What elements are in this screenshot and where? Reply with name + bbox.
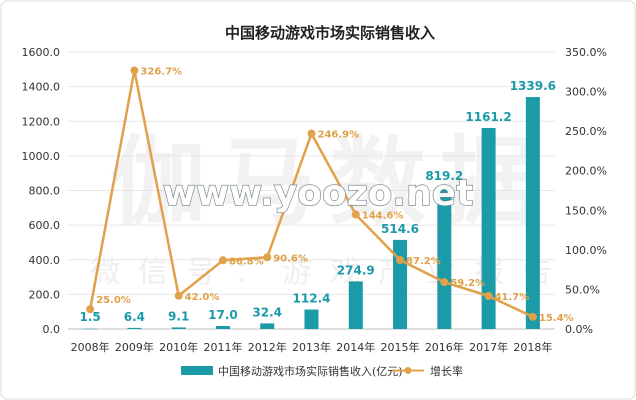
x-tick-label: 2013年 bbox=[292, 340, 331, 354]
left-tick-label: 1400.0 bbox=[22, 81, 61, 94]
legend-line-marker bbox=[404, 367, 412, 374]
left-tick-label: 0.0 bbox=[43, 323, 61, 336]
right-tick-label: 300.0% bbox=[565, 86, 607, 99]
growth-value-label: 15.4% bbox=[539, 313, 574, 324]
growth-value-label: 86.8% bbox=[229, 256, 264, 267]
right-tick-label: 50.0% bbox=[565, 283, 600, 296]
right-tick-label: 0.0% bbox=[565, 323, 593, 336]
x-tick-label: 2014年 bbox=[336, 340, 375, 354]
right-axis: 0.0% 50.0% 100.0% 150.0% 200.0% 250.0% 300.0% 3… bbox=[565, 46, 607, 336]
left-tick-label: 1000.0 bbox=[22, 150, 61, 163]
bar bbox=[215, 326, 230, 329]
bar-value-label: 1339.6 bbox=[510, 79, 556, 93]
left-tick-label: 600.0 bbox=[29, 219, 61, 232]
watermark-sub: 微信号：游戏产业报告 bbox=[90, 255, 570, 290]
growth-point bbox=[263, 253, 272, 262]
watermark-site: www.yoozo.net bbox=[163, 173, 474, 214]
bar bbox=[171, 327, 186, 329]
x-tick-label: 2017年 bbox=[469, 340, 508, 354]
bar-value-label: 819.2 bbox=[425, 169, 463, 183]
growth-value-label: 144.6% bbox=[362, 211, 404, 222]
right-tick-label: 150.0% bbox=[565, 204, 607, 217]
x-tick-label: 2008年 bbox=[71, 340, 110, 354]
growth-point bbox=[396, 255, 405, 264]
growth-value-label: 59.2% bbox=[450, 278, 485, 289]
growth-point bbox=[484, 291, 493, 300]
bar-value-label: 1161.2 bbox=[465, 110, 511, 124]
growth-point bbox=[86, 305, 95, 314]
x-tick-label: 2011年 bbox=[203, 340, 242, 354]
watermark-layer: 伽马数据 微信号：游戏产业报告 bbox=[90, 126, 570, 290]
bar bbox=[437, 187, 452, 329]
bar bbox=[127, 327, 142, 329]
bar-value-label: 1.5 bbox=[80, 310, 101, 324]
legend: 中国移动游戏市场实际销售收入(亿元) 增长率 bbox=[181, 364, 463, 378]
growth-point bbox=[218, 256, 227, 265]
legend-line-label: 增长率 bbox=[430, 364, 463, 378]
bar-value-label: 514.6 bbox=[381, 222, 419, 236]
bar-series bbox=[83, 97, 540, 330]
bar bbox=[481, 127, 496, 329]
growth-value-label: 246.9% bbox=[318, 130, 360, 141]
watermark-main: 伽马数据 bbox=[110, 126, 550, 238]
growth-point bbox=[440, 278, 449, 287]
bar-labels: 1.5 6.4 9.1 17.0 32.4 112.4 274.9 514.6 819.2 116… bbox=[80, 79, 557, 324]
right-tick-label: 100.0% bbox=[565, 244, 607, 257]
x-tick-label: 2009年 bbox=[115, 340, 154, 354]
growth-value-label: 42.0% bbox=[185, 292, 220, 303]
bar-value-label: 32.4 bbox=[252, 305, 282, 319]
x-tick-label: 2015年 bbox=[381, 340, 420, 354]
right-tick-label: 350.0% bbox=[565, 46, 607, 59]
bar bbox=[525, 97, 540, 329]
chart-title: 中国移动游戏市场实际销售收入 bbox=[225, 24, 435, 42]
growth-point bbox=[528, 312, 537, 321]
growth-value-label: 87.2% bbox=[406, 256, 441, 267]
x-axis: 2008年 2009年 2010年 2011年 2012年 2013年 2014年 2015年… bbox=[71, 340, 553, 354]
left-tick-label: 1600.0 bbox=[22, 46, 61, 59]
legend-bar-label: 中国移动游戏市场实际销售收入(亿元) bbox=[218, 364, 403, 378]
bar bbox=[348, 281, 363, 329]
growth-value-label: 90.6% bbox=[273, 253, 308, 264]
bar bbox=[304, 309, 319, 329]
legend-bar-swatch bbox=[181, 366, 213, 375]
x-tick-label: 2016年 bbox=[425, 340, 464, 354]
left-tick-label: 800.0 bbox=[29, 185, 61, 198]
growth-value-label: 25.0% bbox=[96, 295, 131, 306]
x-tick-label: 2010年 bbox=[159, 340, 198, 354]
line-series bbox=[86, 66, 537, 321]
growth-value-label: 326.7% bbox=[140, 66, 182, 77]
right-tick-label: 200.0% bbox=[565, 165, 607, 178]
left-tick-label: 200.0 bbox=[29, 288, 61, 301]
left-tick-label: 400.0 bbox=[29, 254, 61, 267]
bar-value-label: 9.1 bbox=[168, 309, 189, 323]
bar-value-label: 274.9 bbox=[337, 263, 375, 277]
growth-point bbox=[130, 66, 139, 75]
left-axis: 0.0 200.0 400.0 600.0 800.0 1000.0 1200.0 1400.… bbox=[22, 46, 61, 336]
bar-value-label: 6.4 bbox=[124, 310, 145, 324]
right-tick-label: 250.0% bbox=[565, 125, 607, 138]
growth-point bbox=[174, 291, 183, 300]
growth-point bbox=[307, 129, 316, 138]
x-tick-label: 2018年 bbox=[513, 340, 552, 354]
bar bbox=[260, 323, 275, 329]
growth-point bbox=[351, 210, 360, 219]
left-tick-label: 1200.0 bbox=[22, 115, 61, 128]
line-labels: 25.0% 326.7% 42.0% 86.8% 90.6% 246.9% 144.6% 87… bbox=[96, 66, 573, 323]
growth-value-label: 41.7% bbox=[495, 292, 530, 303]
grid-layer bbox=[68, 51, 555, 330]
bar-value-label: 17.0 bbox=[208, 308, 238, 322]
bar-value-label: 112.4 bbox=[293, 292, 331, 306]
bar bbox=[83, 328, 98, 330]
x-tick-label: 2012年 bbox=[248, 340, 287, 354]
